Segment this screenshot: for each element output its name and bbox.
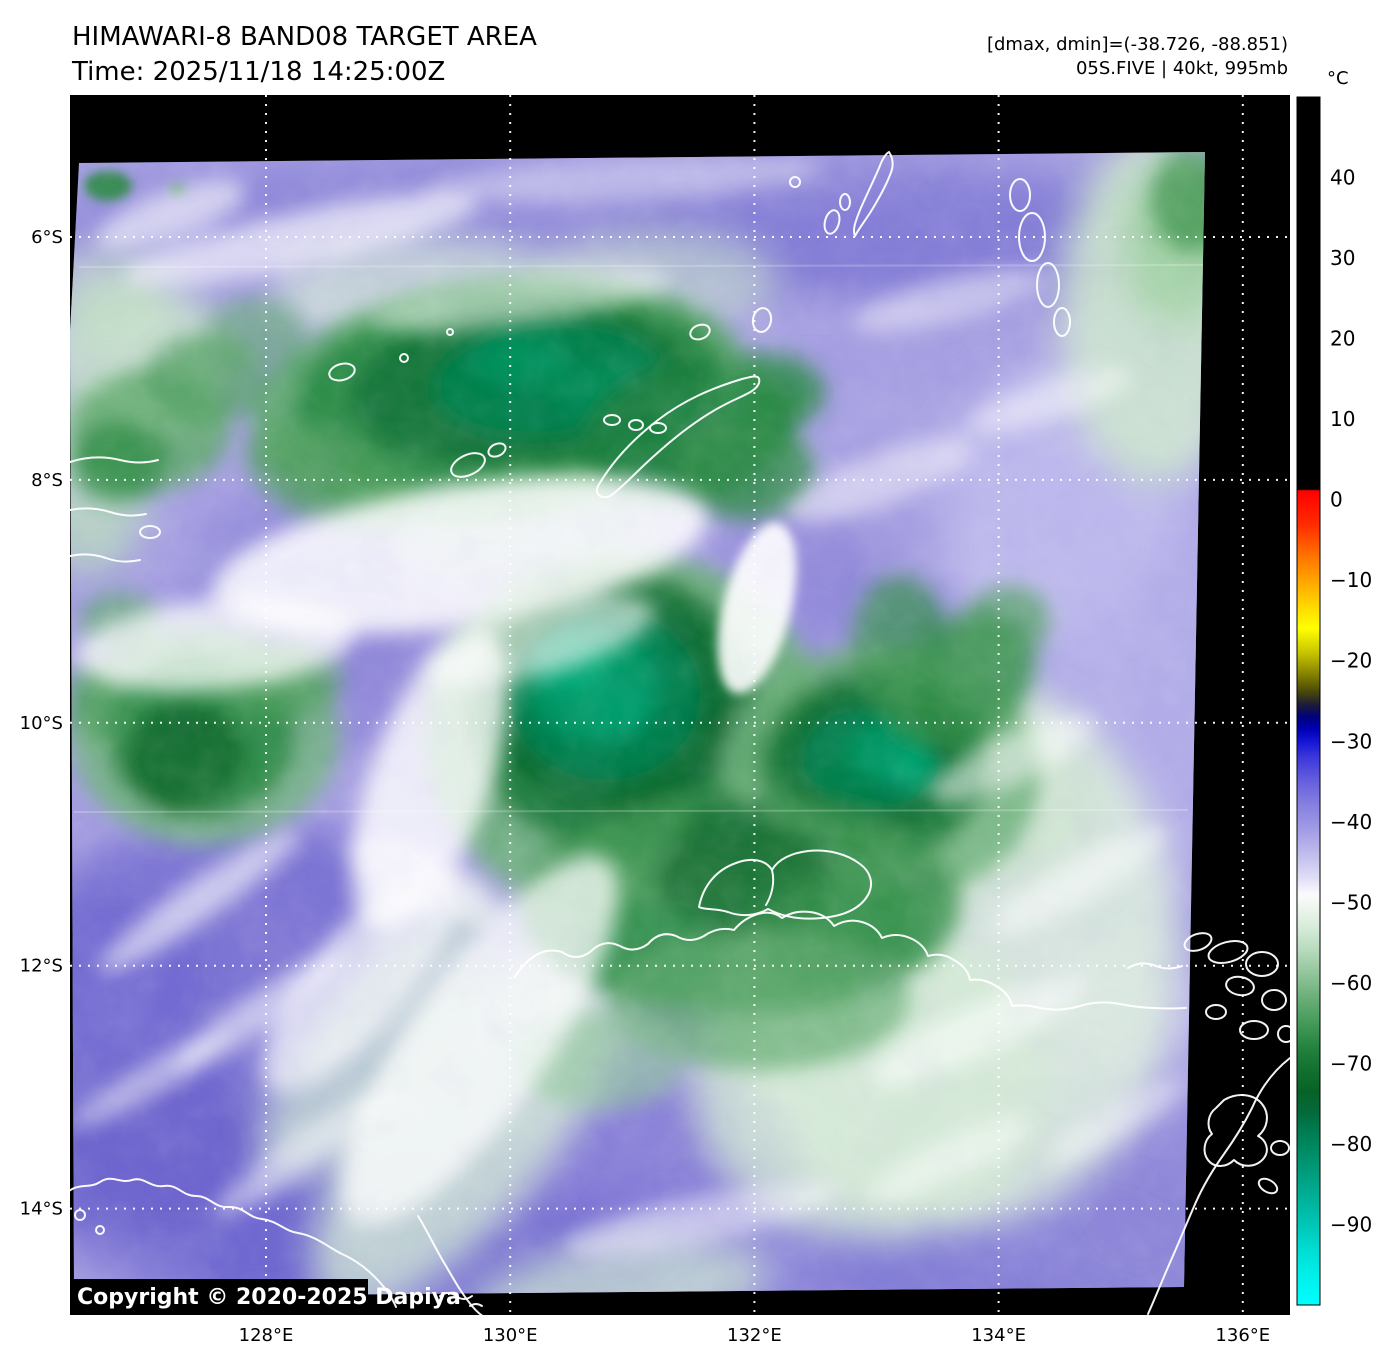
small-island: [751, 307, 773, 333]
copyright-box: Copyright © 2020-2025 Dapiya: [70, 1279, 461, 1312]
colorbar-tick-label: −90: [1330, 1212, 1372, 1236]
small-islands: [469, 1303, 483, 1307]
dmax-dmin-readout: [dmax, dmin]=(-38.726, -88.851): [987, 34, 1288, 55]
coastlines: [70, 151, 1290, 1315]
colorbar-tick-label: −70: [1330, 1051, 1372, 1075]
x-tick-label: 128°E: [239, 1325, 294, 1346]
timor-coastline: [596, 375, 761, 499]
kimberley-coast-west: [70, 1177, 397, 1308]
small-island: [839, 193, 851, 211]
kimberley-peninsula: [1203, 1094, 1268, 1167]
colorbar-tick-label: −80: [1330, 1132, 1372, 1156]
copyright-background: [70, 1279, 368, 1312]
small-island: [603, 414, 621, 426]
small-island: [823, 209, 841, 235]
colorbar-tick-label: −20: [1330, 649, 1372, 673]
colorbar-unit: °C: [1327, 68, 1349, 89]
y-tick-label: 8°S: [31, 470, 63, 491]
colorbar-tick-label: 40: [1330, 166, 1355, 190]
tanimbar-islands: [852, 151, 894, 237]
colorbar-tick-label: 10: [1330, 407, 1355, 431]
alor-island-chain: [70, 456, 161, 563]
x-axis-labels: 128°E 130°E 132°E 134°E 136°E: [239, 1325, 1271, 1346]
colorbar-tick-label: −10: [1330, 568, 1372, 592]
colorbar-tick-labels: 40 30 20 10 0 −10 −20 −30 −40 −50 −60 −70 −80 −90: [1330, 166, 1372, 1237]
cloud-texture-dark: [70, 152, 1205, 1297]
small-island: [399, 353, 409, 363]
colorbar-tick-label: −50: [1330, 890, 1372, 914]
small-island: [95, 1225, 105, 1235]
plot-area: Copyright © 2020-2025 Dapiya: [70, 95, 1290, 1315]
x-tick-label: 132°E: [727, 1325, 782, 1346]
small-island: [487, 442, 507, 458]
colorbar-tick-label: 20: [1330, 327, 1355, 351]
island-row-12s: [1127, 962, 1183, 970]
x-tick-label: 134°E: [971, 1325, 1026, 1346]
small-island: [74, 1209, 86, 1221]
timestamp: Time: 2025/11/18 14:25:00Z: [71, 57, 445, 87]
kimberley-coast-east: [1147, 1057, 1290, 1315]
colorbar-tick-label: 0: [1330, 488, 1343, 512]
small-islands: [439, 1292, 473, 1300]
x-tick-label: 136°E: [1215, 1325, 1270, 1346]
tiwi-strait: [765, 869, 775, 906]
y-axis-labels: 6°S 8°S 10°S 12°S 14°S: [20, 227, 63, 1220]
colorbar: °C 40 30 20 10 0 −10 −20 −30 −40 −50 −60 −70 −80 −90: [1296, 68, 1372, 1306]
colorbar-tick-label: −60: [1330, 971, 1372, 995]
y-tick-label: 14°S: [20, 1199, 63, 1220]
y-tick-label: 12°S: [20, 956, 63, 977]
australia-north-coast: [513, 910, 1187, 1011]
cloud-field: [70, 152, 1205, 1297]
rote-island: [450, 452, 486, 478]
tiwi-islands: [698, 849, 873, 920]
kimberley-coast-mid: [417, 1215, 483, 1315]
aru-islands: [1009, 178, 1071, 337]
small-island: [446, 328, 454, 336]
colorbar-ramp: [1296, 96, 1321, 1306]
small-island: [628, 419, 644, 431]
small-island: [649, 422, 667, 434]
wetar-island: [328, 362, 356, 382]
x-tick-label: 130°E: [483, 1325, 538, 1346]
small-island: [689, 323, 711, 341]
storm-info: 05S.FIVE | 40kt, 995mb: [1076, 58, 1288, 79]
colorbar-tick-label: 30: [1330, 246, 1355, 270]
colorbar-tick-label: −40: [1330, 810, 1372, 834]
page-title: HIMAWARI-8 BAND08 TARGET AREA: [72, 22, 537, 52]
colorbar-tick-label: −30: [1330, 729, 1372, 753]
y-tick-label: 10°S: [20, 713, 63, 734]
y-tick-label: 6°S: [31, 227, 63, 248]
small-island: [789, 176, 801, 188]
copyright-text: Copyright © 2020-2025 Dapiya: [77, 1285, 461, 1310]
bonaparte-archipelago: [1183, 932, 1290, 1195]
